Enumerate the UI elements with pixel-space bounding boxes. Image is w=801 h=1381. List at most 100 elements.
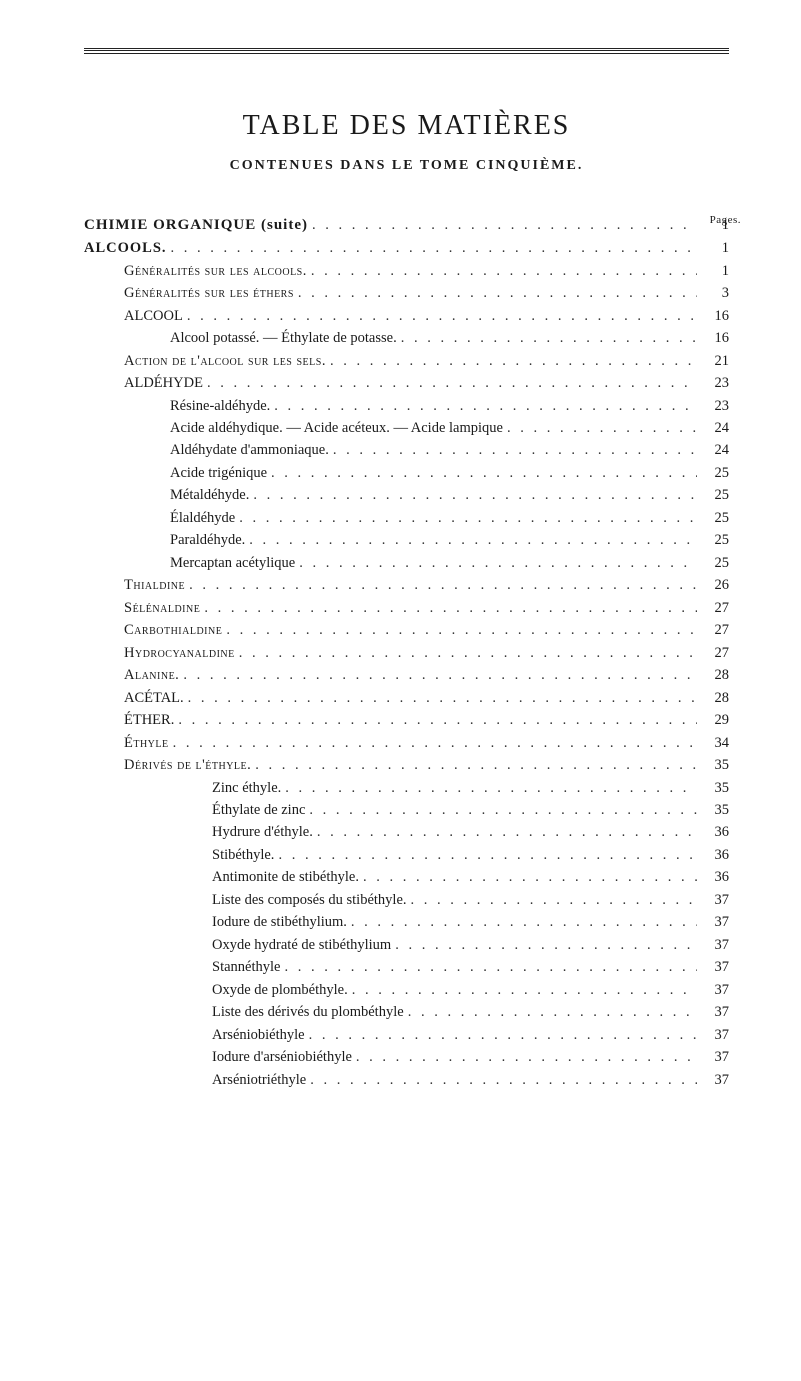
toc-entry-label: Hydrure d'éthyle.	[84, 821, 313, 843]
toc-leader-dots	[183, 664, 697, 686]
toc-entry-page: 34	[701, 732, 729, 754]
toc-entry-label: Zinc éthyle.	[84, 777, 281, 799]
toc-row: Action de l'alcool sur les sels.21	[84, 350, 729, 372]
toc-entry-label: Alanine.	[84, 664, 179, 686]
toc-entry-page: 25	[701, 484, 729, 506]
toc-entry-page: 37	[701, 1046, 729, 1068]
toc-row: Généralités sur les alcools.1	[84, 260, 729, 282]
toc-entry-page: 27	[701, 619, 729, 641]
toc-entry-label: Liste des composés du stibéthyle.	[84, 889, 407, 911]
toc-row: Alcool potassé. — Éthylate de potasse.16	[84, 327, 729, 349]
toc-row: ACÉTAL. 28	[84, 687, 729, 709]
toc-leader-dots	[298, 282, 697, 304]
toc-entry-page: 28	[701, 687, 729, 709]
toc-entry-label: Dérivés de l'éthyle.	[84, 754, 251, 776]
toc-entry-label: Carbothialdine	[84, 619, 222, 641]
toc-entry-label: Acide trigénique	[84, 462, 267, 484]
toc-row: Zinc éthyle.35	[84, 777, 729, 799]
toc-entry-label: Aldéhydate d'ammoniaque.	[84, 439, 329, 461]
toc-row: Liste des composés du stibéthyle. 37	[84, 889, 729, 911]
toc-leader-dots	[317, 821, 697, 843]
toc-entry-label: ALCOOL	[84, 305, 183, 327]
toc-row: Iodure d'arséniobiéthyle37	[84, 1046, 729, 1068]
toc-row: Carbothialdine 27	[84, 619, 729, 641]
toc-leader-dots	[284, 956, 697, 978]
toc-entry-page: 35	[701, 754, 729, 776]
toc-row: Oxyde hydraté de stibéthylium 37	[84, 934, 729, 956]
toc-leader-dots	[333, 439, 697, 461]
toc-leader-dots	[401, 327, 697, 349]
toc-leader-dots	[253, 484, 697, 506]
toc-entry-page: 37	[701, 934, 729, 956]
toc-entry-page: 27	[701, 642, 729, 664]
toc-leader-dots	[226, 619, 697, 641]
toc-row: ALCOOL 16	[84, 305, 729, 327]
toc-leader-dots	[395, 934, 697, 956]
toc-entry-page: 24	[701, 439, 729, 461]
toc-row: Oxyde de plombéthyle.37	[84, 979, 729, 1001]
toc-leader-dots	[271, 462, 697, 484]
toc-entry-label: Paraldéhyde.	[84, 529, 245, 551]
toc-entry-label: Éthylate de zinc	[84, 799, 305, 821]
toc-leader-dots	[189, 574, 697, 596]
toc-entry-label: Résine-aldéhyde.	[84, 395, 270, 417]
toc-entry-page: 16	[701, 305, 729, 327]
toc-row: Iodure de stibéthylium.37	[84, 911, 729, 933]
toc-row: Éthyle 34	[84, 732, 729, 754]
toc-leader-dots	[171, 237, 697, 259]
toc-row: Stibéthyle.36	[84, 844, 729, 866]
toc-leader-dots	[207, 372, 697, 394]
toc-entry-label: Antimonite de stibéthyle.	[84, 866, 359, 888]
toc-row: Éthylate de zinc 35	[84, 799, 729, 821]
toc-row: Aldéhydate d'ammoniaque. 24	[84, 439, 729, 461]
toc-entry-page: 37	[701, 979, 729, 1001]
toc-row: Métaldéhyde.25	[84, 484, 729, 506]
toc-entry-page: 25	[701, 507, 729, 529]
toc-entry-page: 23	[701, 395, 729, 417]
toc-entry-page: 25	[701, 552, 729, 574]
toc-row: Élaldéhyde 25	[84, 507, 729, 529]
toc-entry-page: 29	[701, 709, 729, 731]
toc-entry-label: Liste des dérivés du plombéthyle	[84, 1001, 404, 1023]
toc-entry-label: Arséniobiéthyle	[84, 1024, 305, 1046]
toc-leader-dots	[239, 507, 697, 529]
toc-entry-label: Généralités sur les alcools.	[84, 260, 307, 282]
toc-leader-dots	[255, 754, 697, 776]
toc-entry-page: 37	[701, 889, 729, 911]
toc-entry-label: Élaldéhyde	[84, 507, 235, 529]
toc-leader-dots	[309, 799, 697, 821]
toc-entry-page: 35	[701, 799, 729, 821]
toc-leader-dots	[311, 260, 697, 282]
top-rule	[84, 48, 729, 54]
toc-row: Acide aldéhydique. — Acide acéteux. — Ac…	[84, 417, 729, 439]
toc-row: Antimonite de stibéthyle.36	[84, 866, 729, 888]
toc-entry-page: 27	[701, 597, 729, 619]
toc-entry-page: 26	[701, 574, 729, 596]
toc-entry-label: Oxyde hydraté de stibéthylium	[84, 934, 391, 956]
toc-entry-page: 24	[701, 417, 729, 439]
toc-row: ÉTHER.29	[84, 709, 729, 731]
toc-entry-label: Généralités sur les éthers	[84, 282, 294, 304]
toc-leader-dots	[330, 350, 697, 372]
toc-row: Hydrure d'éthyle. 36	[84, 821, 729, 843]
toc-entry-label: ALDÉHYDE	[84, 372, 203, 394]
toc-entry-page: 37	[701, 1001, 729, 1023]
toc-entry-page: 37	[701, 1024, 729, 1046]
toc-row: Dérivés de l'éthyle. 35	[84, 754, 729, 776]
toc-row: Stannéthyle37	[84, 956, 729, 978]
table-of-contents: CHIMIE ORGANIQUE (suite)1ALCOOLS.1Généra…	[84, 214, 729, 1091]
toc-leader-dots	[411, 889, 697, 911]
toc-leader-dots	[408, 1001, 697, 1023]
page-title: TABLE DES MATIÈRES	[84, 110, 729, 142]
toc-leader-dots	[187, 305, 697, 327]
toc-entry-label: Éthyle	[84, 732, 169, 754]
toc-leader-dots	[351, 911, 697, 933]
toc-leader-dots	[299, 552, 697, 574]
toc-entry-page: 36	[701, 844, 729, 866]
toc-entry-page: 36	[701, 821, 729, 843]
toc-leader-dots	[278, 844, 697, 866]
toc-entry-label: ACÉTAL.	[84, 687, 184, 709]
toc-entry-label: Stannéthyle	[84, 956, 280, 978]
toc-leader-dots	[312, 214, 697, 236]
toc-entry-page: 3	[701, 282, 729, 304]
